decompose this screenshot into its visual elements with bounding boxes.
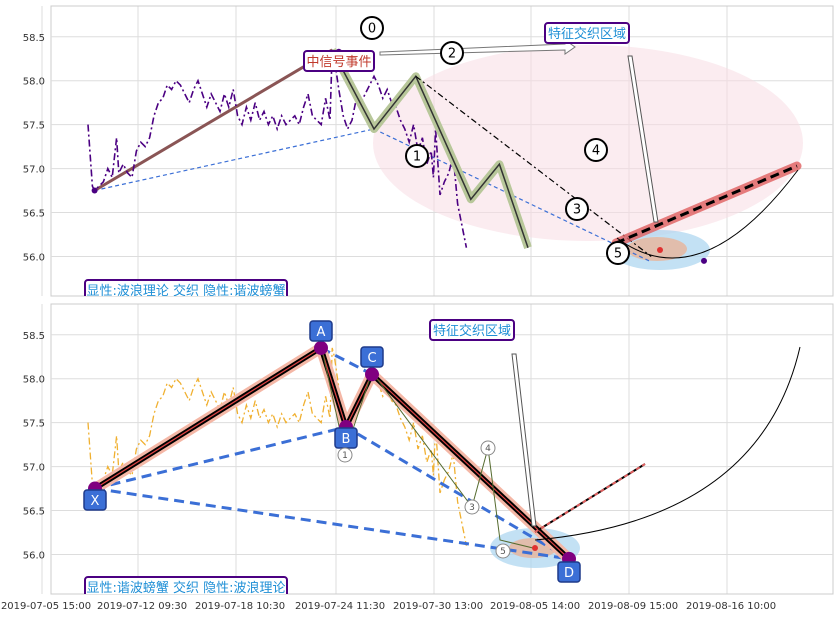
wave-label-3-circle — [464, 499, 480, 515]
target-zone-inner — [627, 237, 687, 261]
wave-label-3-circle — [565, 197, 589, 221]
wave-label-1: 1 — [342, 451, 348, 461]
start-marker — [91, 187, 98, 194]
harmonic-label-A-box — [309, 320, 333, 342]
x-tick-label: 2019-07-05 15:00 — [1, 601, 91, 612]
harmonic-marker-C — [365, 367, 379, 382]
harmonic-label-X-box — [83, 489, 107, 511]
y-tick-label: 58.0 — [23, 77, 45, 88]
zone-label-bottom-box — [429, 319, 515, 341]
y-tick-label: 57.5 — [23, 121, 45, 132]
harmonic-label-A: A — [317, 325, 326, 340]
wave-label-1-circle — [337, 447, 353, 463]
wave-label-3: 3 — [469, 503, 475, 513]
wave-label-5: 5 — [500, 547, 506, 557]
top-footer-label-box — [84, 279, 288, 296]
wave-label-4: 4 — [485, 444, 491, 454]
bottom-footer-label-box — [84, 576, 288, 594]
wave-label-5: 5 — [614, 247, 622, 262]
price-series-line — [87, 49, 468, 248]
wave-label-0-circle — [360, 16, 384, 40]
projection-arc — [616, 169, 799, 259]
x-tick-label: 2019-07-30 13:00 — [393, 601, 483, 612]
wave-label-5-circle — [606, 241, 630, 265]
y-tick-label: 58.5 — [23, 33, 45, 44]
wave-label-1: 1 — [413, 150, 421, 165]
trend-line — [534, 463, 646, 533]
wave-label-0: 0 — [368, 22, 376, 37]
wave-label-4: 4 — [592, 144, 600, 159]
top-panel-frame — [50, 5, 834, 297]
wave-label-4-circle — [584, 138, 608, 162]
harmonic-label-D-box — [557, 561, 581, 583]
x-tick-labels: 2019-07-05 15:00 2019-07-12 09:30 2019-07-… — [1, 601, 776, 612]
x-tick-label: 2019-07-24 11:30 — [295, 601, 385, 612]
harmonic-label-B: B — [342, 432, 351, 447]
x-tick-label: 2019-08-16 10:00 — [686, 601, 776, 612]
wave-label-2-circle — [440, 41, 464, 65]
bottom-footer-label: 显性:谐波螃蟹 交织 隐性:波浪理论 — [86, 580, 285, 596]
ac-dashed — [320, 346, 373, 376]
pointer-arrow — [627, 55, 659, 223]
y-tick-label: 56.0 — [23, 550, 45, 561]
zone-label-top-box — [544, 22, 630, 44]
signal-event-label-box — [303, 50, 375, 72]
y-tick-label: 56.5 — [23, 507, 45, 518]
y-tick-label: 58.0 — [23, 375, 45, 386]
target-point — [657, 247, 663, 253]
wave-label-5-circle — [495, 543, 511, 559]
zone-label-top: 特征交织区域 — [548, 26, 626, 42]
projection-arc — [534, 346, 801, 541]
pointer-arrow — [511, 353, 537, 527]
x-tick-label: 2019-07-18 10:30 — [195, 601, 285, 612]
x-tick-label: 2019-08-09 15:00 — [588, 601, 678, 612]
trend-line — [615, 164, 798, 245]
top-y-tick-labels: 56.0 56.5 57.0 57.5 58.0 58.5 — [23, 33, 45, 264]
y-tick-label: 56.5 — [23, 209, 45, 220]
wave-label-3: 3 — [573, 203, 581, 218]
top-footer-label: 显性:波浪理论 交织 隐性:谐波螃蟹 — [86, 283, 285, 299]
bottom-y-tick-labels: 56.0 56.5 57.0 57.5 58.0 58.5 — [23, 331, 45, 562]
x-tick-label: 2019-07-12 09:30 — [97, 601, 187, 612]
harmonic-label-C: C — [367, 351, 376, 366]
wave-label-2: 2 — [448, 47, 456, 62]
xa-leg-solid — [93, 48, 333, 192]
price-series-line — [87, 347, 468, 546]
y-tick-label: 57.5 — [23, 419, 45, 430]
wave-label-4-circle — [480, 440, 496, 456]
wave-path — [331, 49, 529, 248]
bottom-panel-frame — [50, 303, 834, 595]
target-point — [532, 545, 538, 551]
x-tick-label: 2019-08-05 14:00 — [490, 601, 580, 612]
harmonic-marker-A — [314, 340, 328, 355]
harmonic-label-X: X — [91, 494, 100, 509]
y-tick-label: 57.0 — [23, 165, 45, 176]
harmonic-label-D: D — [564, 566, 574, 581]
end-marker — [701, 257, 707, 264]
xb-leg-dashed — [94, 128, 375, 192]
zone-label-bottom: 特征交织区域 — [433, 323, 511, 339]
y-tick-label: 56.0 — [23, 252, 45, 263]
signal-event-label: 中信号事件 — [306, 55, 371, 70]
y-tick-label: 58.5 — [23, 331, 45, 342]
y-tick-label: 57.0 — [23, 463, 45, 474]
wave-channel-line — [415, 75, 652, 257]
wave-label-1-circle — [405, 144, 429, 168]
harmonic-label-C-box — [360, 346, 384, 368]
